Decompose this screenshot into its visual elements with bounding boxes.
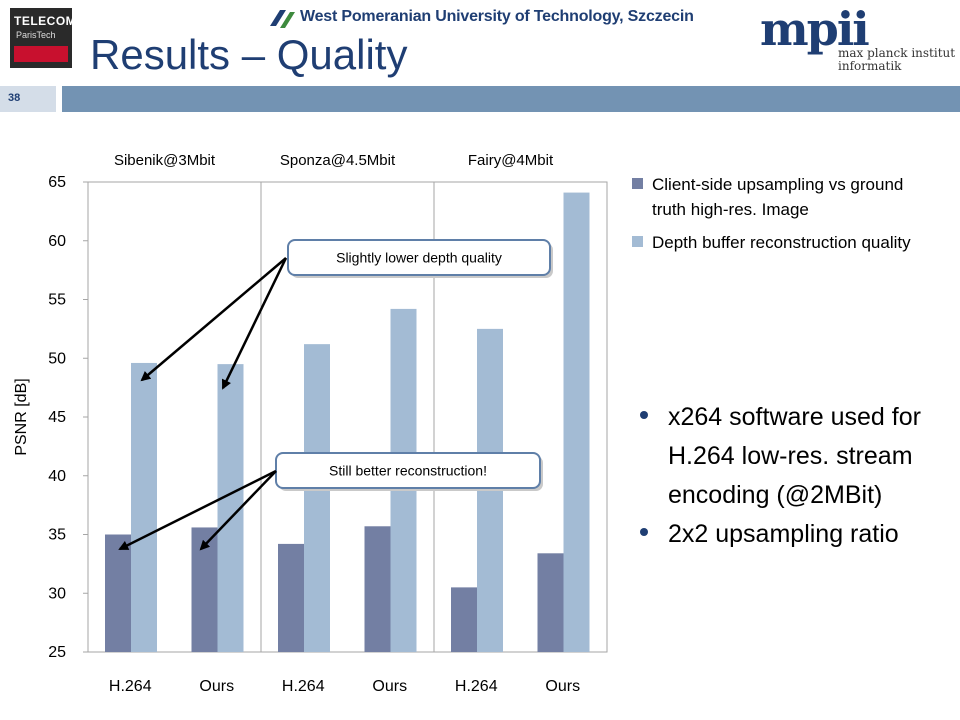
bullet-dot-icon [640,411,648,419]
max-planck-logo: mpii max planck institut informatik [760,2,955,73]
psnr-bar-chart: 25 30 35 40 45 50 55 60 65 PSNR [dB] Sibenik@3Mbit… [13,152,608,695]
y-tick-label: 55 [48,292,66,309]
x-tick-label: Ours [199,678,234,695]
annotation-reconstruction-box [275,452,541,489]
mpi-logo-mark: mpii [760,2,870,56]
paristech-logo-text: ParisTech [16,30,56,40]
bar-series-1 [537,553,564,652]
page-number-box [0,86,56,112]
annotation-arrow [199,470,277,551]
legend-label-series-2: Depth buffer reconstruction quality [652,233,911,252]
y-tick-label: 50 [48,350,66,367]
bullet-text: 2x2 upsampling ratio [668,520,899,548]
telecom-paristech-logo: TELECOM ParisTech [10,8,76,68]
x-tick-label: Ours [545,678,580,695]
bullet-dot-icon [640,528,648,536]
bullet-list: x264 software used for H.264 low-res. st… [640,398,950,554]
y-tick-label: 45 [48,409,66,426]
annotation-depth-quality-box [287,239,551,276]
bullet-item: x264 software used for H.264 low-res. st… [640,398,950,515]
chart-legend: Client-side upsampling vs ground truth h… [632,172,942,263]
y-tick-label: 35 [48,527,66,544]
group-title: Sponza@4.5Mbit [280,152,396,169]
y-tick-label: 30 [48,585,66,602]
x-tick-label: Ours [372,678,407,695]
y-tick-label: 40 [48,468,66,485]
bar-series-1 [105,534,131,652]
annotation-arrow [118,469,277,551]
legend-item-series-1: Client-side upsampling vs ground truth h… [632,172,942,222]
y-tick-label: 60 [48,233,66,250]
header-divider-bar [62,86,960,112]
x-tick-label: H.264 [109,678,152,695]
bar-series-2 [304,344,330,652]
annotation-depth-quality-text: Slightly lower depth quality [336,250,502,266]
bar-series-2 [563,192,590,652]
annotation-arrow [140,257,287,382]
mpi-logo-line2: informatik [838,59,902,73]
bar-series-2 [131,362,157,652]
bar-series-1 [451,587,477,652]
legend-swatch-series-2 [632,236,643,247]
legend-swatch-series-1 [632,178,643,189]
telecom-logo-text: TELECOM [14,14,77,28]
bullet-item: 2x2 upsampling ratio [640,515,950,554]
telecom-logo-red-band [14,46,68,62]
bar-series-1 [278,543,304,652]
y-axis-title: PSNR [dB] [13,378,30,455]
page-number: 38 [8,92,21,104]
x-tick-label: H.264 [455,678,498,695]
bullet-text: x264 software used for H.264 low-res. st… [668,403,921,509]
slide-title: Results – Quality [90,31,408,78]
annotation-arrow [221,257,288,390]
annotation-reconstruction-text: Still better reconstruction! [329,463,487,479]
wpu-logo-icon [270,10,295,28]
group-title: Fairy@4Mbit [468,152,554,169]
mpi-logo-line1: max planck institut [838,46,956,60]
x-tick-label: H.264 [282,678,325,695]
legend-label-series-1: Client-side upsampling vs ground truth h… [652,175,904,219]
group-title: Sibenik@3Mbit [114,152,216,169]
y-tick-label: 25 [48,644,66,661]
legend-item-series-2: Depth buffer reconstruction quality [632,230,942,255]
university-name: West Pomeranian University of Technology… [300,8,694,25]
bar-series-1 [364,526,391,652]
y-tick-label: 65 [48,174,66,191]
